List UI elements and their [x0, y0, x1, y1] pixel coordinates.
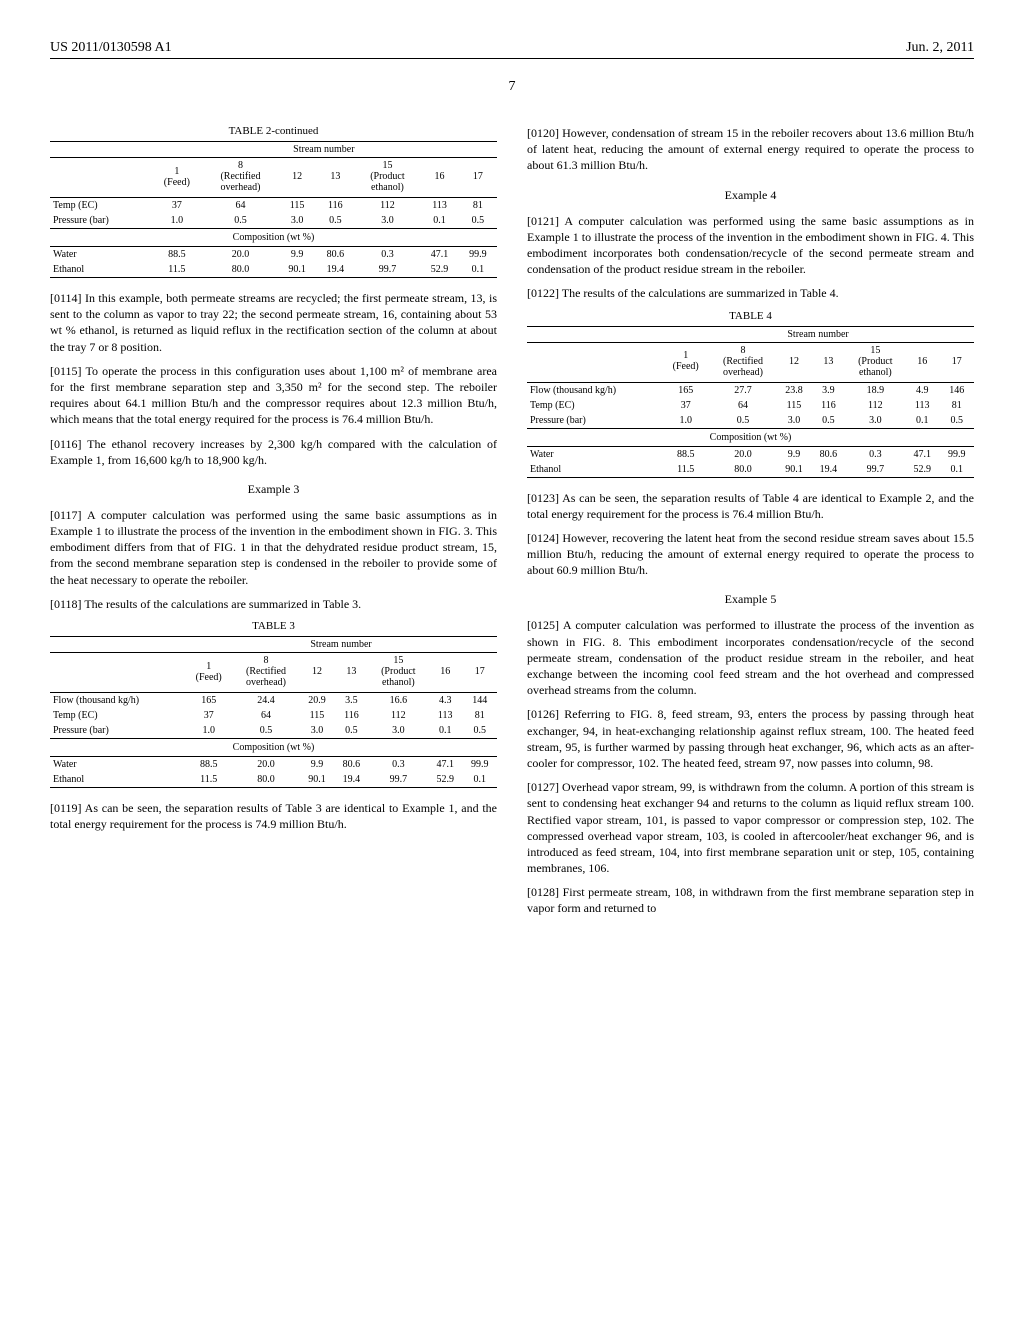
table-row: Flow (thousand kg/h)16527.723.83.918.94.…: [527, 382, 974, 398]
col-h: 12: [777, 342, 811, 382]
page-number: 7: [50, 79, 974, 95]
para-0127: [0127] Overhead vapor stream, 99, is wit…: [527, 779, 974, 876]
table3-col-headers: 1(Feed) 8(Rectifiedoverhead) 12 13 15(Pr…: [50, 653, 497, 693]
table-row: Pressure (bar)1.00.53.00.53.00.10.5: [50, 723, 497, 739]
col-h: 16: [428, 653, 462, 693]
col-h: 13: [316, 158, 354, 198]
col-h: 13: [334, 653, 368, 693]
table-row: Water88.520.09.980.60.347.199.9: [50, 757, 497, 773]
col-h: 12: [300, 653, 334, 693]
para-0125: [0125] A computer calculation was perfor…: [527, 617, 974, 698]
col-h: 13: [811, 342, 845, 382]
col-h: 15(Productethanol): [846, 342, 905, 382]
composition-header: Composition (wt %): [50, 229, 497, 247]
table4-title: TABLE 4: [527, 310, 974, 322]
col-h: 15(Productethanol): [369, 653, 428, 693]
example4-title: Example 4: [527, 188, 974, 203]
table-row: Water88.520.09.980.60.347.199.9: [527, 446, 974, 462]
col-h: 17: [459, 158, 497, 198]
table-row: Temp (EC)376411511611211381: [50, 198, 497, 214]
table-row: Flow (thousand kg/h)16524.420.93.516.64.…: [50, 693, 497, 709]
col-h: 17: [462, 653, 497, 693]
composition-header: Composition (wt %): [50, 739, 497, 757]
col-h: 17: [939, 342, 974, 382]
col-h: 8(Rectifiedoverhead): [203, 158, 278, 198]
table4: Stream number 1(Feed) 8(Rectifiedoverhea…: [527, 326, 974, 478]
table-row: Temp (EC)376411511611211381: [50, 708, 497, 723]
para-0119: [0119] As can be seen, the separation re…: [50, 800, 497, 832]
col-h: 8(Rectifiedoverhead): [709, 342, 776, 382]
col-h: 16: [905, 342, 939, 382]
composition-header: Composition (wt %): [527, 428, 974, 446]
para-0124: [0124] However, recovering the latent he…: [527, 530, 974, 579]
table-row: Temp (EC)376411511611211381: [527, 398, 974, 413]
table-row: Pressure (bar)1.00.53.00.53.00.10.5: [527, 413, 974, 429]
para-0126: [0126] Referring to FIG. 8, feed stream,…: [527, 706, 974, 771]
para-0122: [0122] The results of the calculations a…: [527, 285, 974, 301]
para-0118: [0118] The results of the calculations a…: [50, 596, 497, 612]
col-h: 1(Feed): [185, 653, 232, 693]
para-0128: [0128] First permeate stream, 108, in wi…: [527, 884, 974, 916]
example5-title: Example 5: [527, 592, 974, 607]
table3-stream-header: Stream number: [185, 637, 497, 653]
col-h: 1(Feed): [151, 158, 203, 198]
table-row: Water88.520.09.980.60.347.199.9: [50, 247, 497, 263]
right-column: [0120] However, condensation of stream 1…: [527, 125, 974, 925]
table4-stream-header: Stream number: [662, 326, 974, 342]
para-0120: [0120] However, condensation of stream 1…: [527, 125, 974, 174]
two-column-layout: TABLE 2-continued Stream number 1(Feed) …: [50, 125, 974, 925]
para-0121: [0121] A computer calculation was perfor…: [527, 213, 974, 278]
table3: Stream number 1(Feed) 8(Rectifiedoverhea…: [50, 636, 497, 788]
col-h: 16: [420, 158, 458, 198]
table-row: Ethanol11.580.090.119.499.752.90.1: [50, 772, 497, 788]
left-column: TABLE 2-continued Stream number 1(Feed) …: [50, 125, 497, 925]
patent-number: US 2011/0130598 A1: [50, 40, 172, 56]
table2-col-headers: 1(Feed) 8(Rectifiedoverhead) 12 13 15(Pr…: [50, 158, 497, 198]
table3-title: TABLE 3: [50, 620, 497, 632]
table2-title: TABLE 2-continued: [50, 125, 497, 137]
table-row: Ethanol11.580.090.119.499.752.90.1: [50, 262, 497, 278]
para-0114: [0114] In this example, both permeate st…: [50, 290, 497, 355]
patent-date: Jun. 2, 2011: [906, 40, 974, 56]
col-h: 1(Feed): [662, 342, 709, 382]
table2-stream-header: Stream number: [151, 142, 497, 158]
col-h: 12: [278, 158, 316, 198]
table4-col-headers: 1(Feed) 8(Rectifiedoverhead) 12 13 15(Pr…: [527, 342, 974, 382]
col-h: 15(Productethanol): [354, 158, 420, 198]
para-0117: [0117] A computer calculation was perfor…: [50, 507, 497, 588]
table2: Stream number 1(Feed) 8(Rectifiedoverhea…: [50, 141, 497, 278]
para-0123: [0123] As can be seen, the separation re…: [527, 490, 974, 522]
col-h: 8(Rectifiedoverhead): [232, 653, 299, 693]
table-row: Ethanol11.580.090.119.499.752.90.1: [527, 462, 974, 478]
example3-title: Example 3: [50, 482, 497, 497]
para-0115: [0115] To operate the process in this co…: [50, 363, 497, 428]
para-0116: [0116] The ethanol recovery increases by…: [50, 436, 497, 468]
table-row: Pressure (bar)1.00.53.00.53.00.10.5: [50, 213, 497, 229]
page-header: US 2011/0130598 A1 Jun. 2, 2011: [50, 40, 974, 59]
